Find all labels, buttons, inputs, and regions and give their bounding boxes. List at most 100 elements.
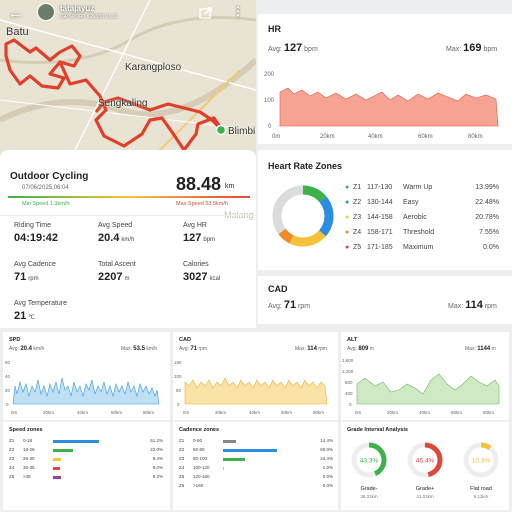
zone-name: Threshold [403, 229, 435, 236]
hr-chart: 200 100 0 0m 20km 40km 60km 80km [264, 72, 500, 140]
hr-zone-row: ● Z4 158-171 Threshold 7.55% [345, 229, 500, 239]
avatar[interactable] [37, 3, 55, 21]
donut-slice-z3 [272, 185, 334, 247]
zone-range: >160 [193, 483, 204, 488]
zone-range: 18-26 [23, 447, 35, 452]
hr-zones-title: Heart Rate Zones [268, 161, 343, 171]
zone-name: Warm Up [403, 184, 433, 191]
avg-hr-label: Avg HR [183, 222, 207, 229]
zone-range: 144-158 [367, 214, 393, 221]
cad-mini-avg: Avg: 71 rpm [179, 346, 208, 352]
spd-series [12, 377, 160, 405]
zone-pct: 0.0% [322, 474, 333, 479]
spd-xtick: 0m [11, 410, 18, 415]
cadence-zones-panel: Cadence zones Z1 0-60 14.4% Z2 60-80 60.0% Z3 8… [173, 422, 338, 510]
zone-id: Z1 [9, 438, 15, 443]
alt-ytick: 400 [345, 391, 353, 396]
spd-xtick: 20km [43, 410, 54, 415]
back-arrow-icon[interactable]: ← [8, 5, 23, 22]
zone-bar [223, 457, 245, 461]
avg-cadence-label: Avg Cadence [14, 261, 56, 268]
alt-title: ALT [347, 337, 358, 343]
zone-id: Z2 [353, 199, 362, 206]
zone-id: Z2 [9, 447, 15, 452]
grade-item: 10.3% Flat road 9.12km [459, 438, 503, 508]
more-menu-icon[interactable]: ⋮ [232, 4, 244, 18]
zone-id: Z1 [179, 438, 185, 443]
zone-pct: 0.0% [322, 483, 333, 488]
grade-item: 46.4% Grade+ 41.02km [403, 438, 447, 508]
zone-pct: 14.4% [320, 438, 333, 443]
cad-mini-title: CAD [179, 337, 191, 343]
summary-sheet-top [0, 150, 256, 160]
riding-time-value: 04:19:42 [14, 232, 59, 244]
alt-avg: Avg: 809 m [347, 346, 374, 352]
hr-xtick: 80km [468, 134, 483, 140]
hr-ytick: 200 [264, 72, 275, 78]
hr-zone-row: ● Z5 171-185 Maximum 0.0% [345, 244, 500, 254]
zone-id: Z5 [9, 474, 15, 479]
zone-range: 120-160 [193, 474, 210, 479]
min-speed-label: Min Speed 1.3km/h [22, 201, 70, 207]
grade-distance: 38.33km [360, 494, 378, 499]
hr-zone-row: ● Z3 144-158 Aerobic 20.78% [345, 214, 500, 224]
cad-mini-series [184, 377, 328, 405]
cad-mini-xtick: 0m [183, 410, 190, 415]
calories-label: Calories [183, 261, 209, 268]
cad-title: CAD [268, 284, 288, 294]
zone-pct: 22.48% [475, 199, 499, 206]
hr-zone-row: ● Z2 130-144 Easy 22.48% [345, 199, 500, 209]
cad-mini-xtick: 40km [249, 410, 260, 415]
zone-dot-icon: ● [345, 244, 350, 251]
alt-ytick: 0 [349, 402, 352, 407]
alt-ytick: 800 [345, 380, 353, 385]
hr-ytick: 0 [268, 124, 272, 130]
zone-range: 158-171 [367, 229, 393, 236]
cad-mini-ytick: 150 [174, 360, 182, 365]
zone-id: Z2 [179, 447, 185, 452]
route-map[interactable]: Batu Karangploso Sengkaling Blimbi ← tat… [0, 0, 256, 160]
donut-slice-z2 [272, 185, 334, 247]
zone-pct: 60.0% [320, 447, 333, 452]
spd-chart: 60 40 20 0 0m 20km 40km 60km 80km [5, 360, 160, 415]
spd-xtick: 40km [77, 410, 88, 415]
spd-avg: Avg: 20.4 km/h [9, 346, 45, 352]
zone-id: Z4 [353, 229, 362, 236]
max-speed-label: Max Speed 53.5km/h [176, 201, 228, 207]
spd-xtick: 60km [111, 410, 122, 415]
map-label-sengkaling: Sengkaling [98, 98, 148, 109]
alt-xtick: 40km [419, 410, 430, 415]
avg-hr-value: 127 bpm [183, 232, 216, 244]
zone-id: Z6 [179, 483, 185, 488]
avg-temperature-value: 21 ℃ [14, 310, 35, 322]
zone-pct: 1.0% [322, 465, 333, 470]
hr-panel: HR Avg: 127 bpm Max: 169 bpm 200 100 0 0… [258, 14, 512, 144]
zone-name: Aerobic [403, 214, 427, 221]
distance-unit: km [225, 183, 235, 190]
zone-range: 171-185 [367, 244, 393, 251]
cad-mini-xtick: 60km [281, 410, 292, 415]
share-icon[interactable] [199, 6, 213, 19]
grade-ring: 46.4% [407, 442, 443, 478]
riding-time-label: Riding Time [14, 222, 51, 229]
hr-xtick: 0m [272, 134, 280, 140]
avg-speed-value: 20.4 km/h [98, 232, 135, 244]
hr-title: HR [268, 24, 281, 34]
alt-ytick: 1,200 [342, 369, 354, 374]
alt-xtick: 0m [355, 410, 362, 415]
grade-label: Grade- [360, 486, 378, 492]
cad-mini-ytick: 50 [176, 388, 182, 393]
grade-pct: 10.3% [472, 458, 491, 465]
zone-pct: 20.78% [475, 214, 499, 221]
zone-pct: 13.99% [475, 184, 499, 191]
zone-range: 60-80 [193, 447, 205, 452]
hr-xtick: 60km [418, 134, 433, 140]
zone-pct: 0.0% [483, 244, 499, 251]
avg-temperature-label: Avg Temperature [14, 300, 68, 307]
hr-zones-panel: Heart Rate Zones [258, 150, 512, 270]
zone-dot-icon: ● [345, 199, 350, 206]
map-label-blimbi: Blimbi [228, 126, 256, 137]
zone-range: 80-100 [193, 456, 208, 461]
zone-pct: 9.2% [152, 474, 163, 479]
hr-xtick: 40km [368, 134, 383, 140]
